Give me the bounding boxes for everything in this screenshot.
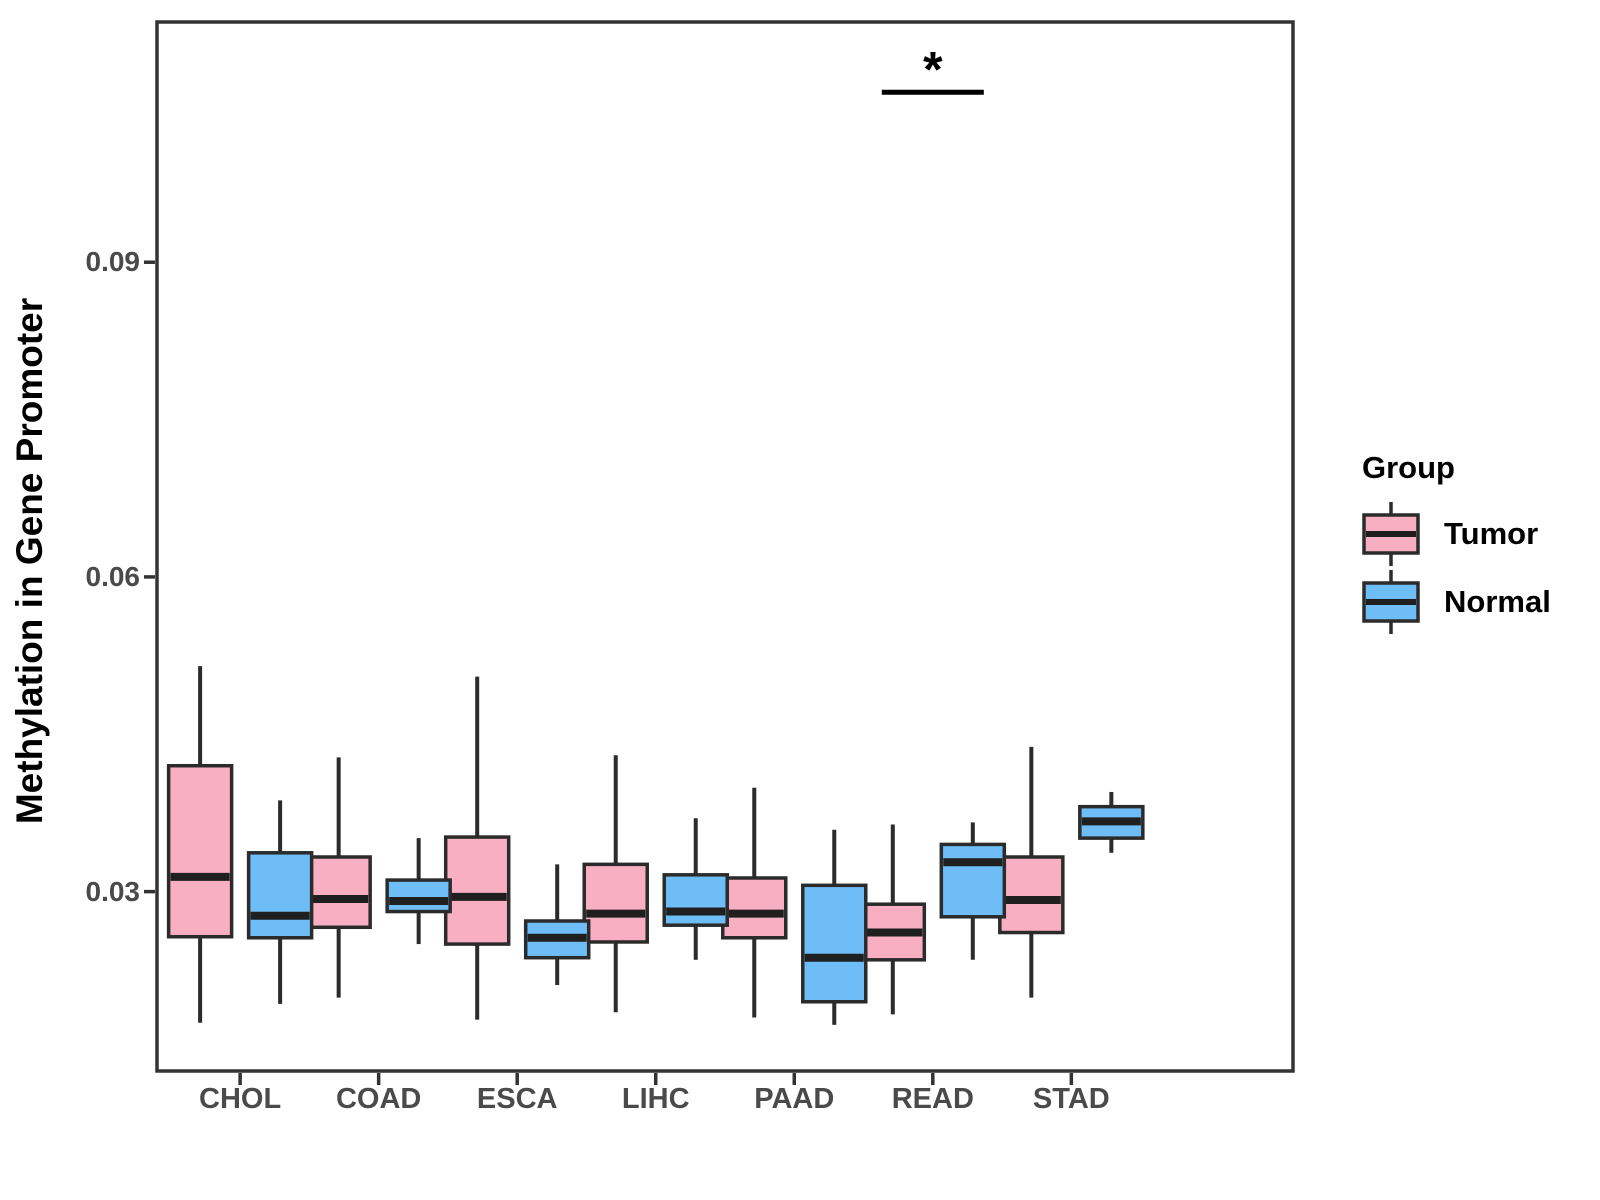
boxplot-normal-chol: [246, 800, 314, 1004]
boxplot-normal-esca: [523, 864, 591, 985]
legend-entry-normal: Normal: [1360, 568, 1551, 636]
significance-star: *: [923, 41, 943, 97]
boxplot-key-icon: [1362, 502, 1420, 566]
y-tick-label: 0.09: [85, 246, 141, 278]
legend-label: Normal: [1444, 584, 1551, 619]
boxplot-tumor-paad: [721, 787, 788, 1018]
significance-annotation: *: [881, 41, 984, 97]
y-tick-label: 0.03: [85, 875, 141, 907]
y-tick-label: 0.06: [85, 560, 141, 592]
x-tick-label-coad: COAD: [335, 1083, 422, 1115]
boxplot-tumor-read: [859, 824, 927, 1015]
x-tick-label-stad: STAD: [1032, 1083, 1110, 1115]
legend: Group Tumor Normal: [1360, 450, 1551, 636]
boxplot-tumor-esca: [443, 676, 511, 1020]
boxplot-normal-read: [939, 822, 1007, 960]
boxplot-tumor-coad: [305, 757, 372, 998]
legend-title: Group: [1362, 450, 1455, 485]
boxplot-normal-lihc: [662, 818, 729, 960]
boxplot-tumor-stad: [998, 746, 1065, 998]
legend-label: Tumor: [1444, 516, 1539, 551]
boxplot-normal-coad: [385, 838, 452, 945]
boxplot-normal-paad: [801, 829, 868, 1025]
boxplot-tumor-lihc: [582, 755, 649, 1013]
y-axis-title: Methylation in Gene Promoter: [9, 297, 50, 825]
x-tick-label-chol: CHOL: [199, 1083, 282, 1115]
panel-border: [155, 20, 1295, 1073]
x-tick-label-lihc: LIHC: [621, 1083, 690, 1115]
boxplot-key-icon: [1362, 570, 1420, 634]
boxplot-tumor-chol: [166, 666, 234, 1023]
x-tick-label-read: READ: [891, 1083, 974, 1115]
x-tick-label-paad: PAAD: [754, 1083, 835, 1115]
legend-entry-tumor: Tumor: [1360, 500, 1551, 568]
boxplot-normal-stad: [1078, 791, 1145, 853]
x-tick-label-esca: ESCA: [476, 1083, 558, 1115]
